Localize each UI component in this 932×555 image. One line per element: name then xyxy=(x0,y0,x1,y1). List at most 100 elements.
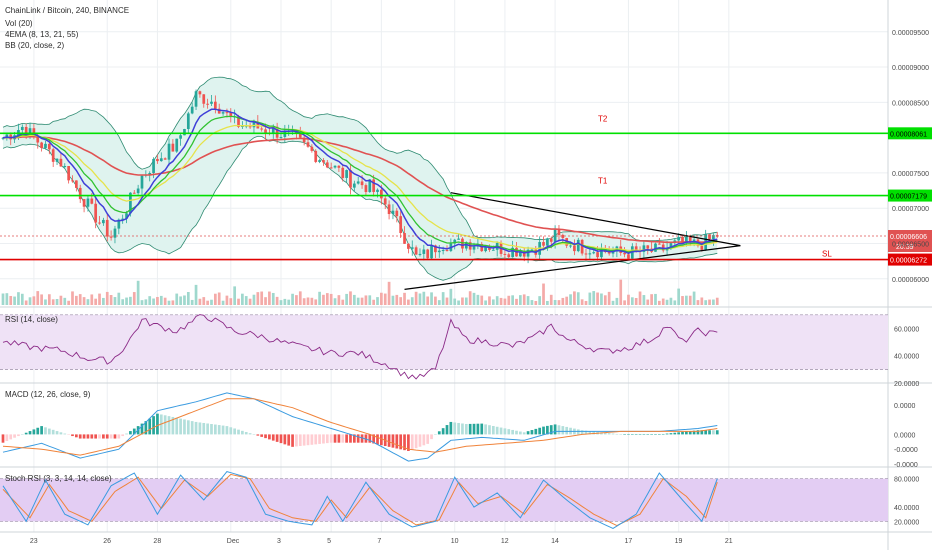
volume-bar xyxy=(491,299,495,305)
price-axis-tick: 0.00008500 xyxy=(892,100,929,107)
macd-histogram-bar xyxy=(36,427,40,435)
candle-body xyxy=(395,210,399,217)
macd-histogram-bar xyxy=(241,430,244,435)
volume-bar xyxy=(476,294,480,305)
candle-body xyxy=(403,233,406,244)
time-axis-tick: 5 xyxy=(327,538,331,545)
candle-body xyxy=(634,246,638,250)
macd-histogram-bar xyxy=(32,429,36,435)
macd-histogram-bar xyxy=(325,434,329,444)
candle-body xyxy=(75,180,78,188)
level-label-t2: T2 xyxy=(598,114,608,123)
candle-body xyxy=(383,198,387,205)
macd-histogram-bar xyxy=(213,424,217,435)
volume-bar xyxy=(364,295,368,305)
volume-bar xyxy=(152,298,155,305)
macd-histogram-bar xyxy=(302,434,306,446)
candle-body xyxy=(171,143,175,152)
candle-body xyxy=(472,246,476,250)
volume-bar xyxy=(538,296,542,305)
time-axis-tick: 28 xyxy=(153,538,161,545)
macd-histogram-bar xyxy=(615,433,619,435)
candle-body xyxy=(526,249,530,257)
volume-bar xyxy=(167,300,171,305)
volume-bar xyxy=(607,291,611,305)
macd-histogram-bar xyxy=(271,434,275,441)
macd-histogram-bar xyxy=(102,434,105,439)
macd-histogram-bar xyxy=(217,425,221,435)
volume-bar xyxy=(569,294,572,305)
volume-bar xyxy=(623,300,626,305)
macd-histogram-bar xyxy=(125,433,128,435)
macd-histogram-bar xyxy=(252,434,256,435)
price-axis-tick: 0.00009500 xyxy=(892,30,929,37)
volume-bar xyxy=(681,296,684,305)
stoch-axis-tick: 80.0000 xyxy=(894,477,919,484)
candle-body xyxy=(712,235,715,240)
macd-histogram-bar xyxy=(152,416,155,435)
volume-bar xyxy=(140,300,144,305)
volume-bar xyxy=(480,295,484,305)
volume-bar xyxy=(708,299,711,305)
volume-bar xyxy=(51,299,55,305)
macd-histogram-bar xyxy=(148,418,152,435)
macd-histogram-bar xyxy=(167,416,171,435)
candle-body xyxy=(179,135,182,139)
volume-bar xyxy=(32,296,36,305)
volume-bar xyxy=(237,298,240,305)
volume-bar xyxy=(692,291,696,305)
price-tag-bg-t1 xyxy=(888,189,932,202)
volume-bar xyxy=(241,293,244,305)
volume-bar xyxy=(704,300,708,305)
candle-body xyxy=(441,249,445,251)
volume-bar xyxy=(295,295,298,305)
macd-histogram-bar xyxy=(298,434,302,447)
volume-bar xyxy=(179,296,182,305)
candle-body xyxy=(337,165,341,168)
macd-histogram-bar xyxy=(90,434,94,439)
volume-bar xyxy=(171,300,175,305)
candle-body xyxy=(140,175,144,189)
current-price-tag: 0.00006606 xyxy=(890,234,927,241)
volume-bar xyxy=(511,295,514,305)
volume-bar xyxy=(221,300,225,305)
volume-bar xyxy=(522,294,526,305)
price-tag-bg-sl xyxy=(888,253,932,266)
volume-bar xyxy=(387,281,391,305)
candle-body xyxy=(596,252,599,258)
candle-body xyxy=(700,245,704,250)
volume-bar xyxy=(291,293,294,305)
volume-bar xyxy=(638,291,642,305)
macd-histogram-bar xyxy=(17,434,20,437)
volume-bar xyxy=(298,291,302,305)
macd-histogram-bar xyxy=(5,434,9,442)
candle-body xyxy=(59,158,63,167)
macd-histogram-bar xyxy=(13,434,16,438)
volume-bar xyxy=(59,295,63,305)
candle-body xyxy=(121,218,125,220)
candle-body xyxy=(484,247,487,252)
candle-body xyxy=(410,247,414,249)
candle-body xyxy=(414,247,418,255)
macd-histogram-bar xyxy=(561,426,565,435)
candle-body xyxy=(580,239,584,254)
macd-histogram-bar xyxy=(233,428,237,435)
macd-histogram-bar xyxy=(410,434,414,450)
volume-bar xyxy=(86,299,90,305)
candle-body xyxy=(630,246,634,259)
candle-body xyxy=(314,150,318,162)
macd-histogram-bar xyxy=(20,434,24,435)
volume-bar xyxy=(383,293,387,305)
volume-bar xyxy=(198,298,202,305)
candle-body xyxy=(71,180,74,182)
candle-body xyxy=(51,149,55,162)
macd-histogram-bar xyxy=(368,434,372,443)
volume-bar xyxy=(453,298,457,305)
volume-bar xyxy=(403,292,406,305)
candle-body xyxy=(360,181,364,186)
candle-body xyxy=(36,136,40,143)
candle-body xyxy=(225,112,229,114)
volume-bars xyxy=(1,279,719,305)
volume-bar xyxy=(661,298,665,305)
